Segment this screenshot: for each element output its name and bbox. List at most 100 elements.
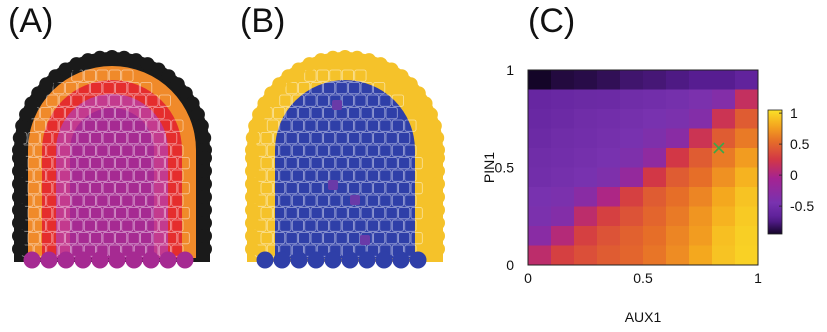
tissue-cell bbox=[329, 219, 342, 232]
highlight-cell bbox=[332, 100, 342, 110]
highlight-cell bbox=[328, 180, 338, 190]
heatmap-cell bbox=[528, 128, 552, 149]
heatmap-cell bbox=[643, 167, 667, 188]
bottom-cell bbox=[159, 251, 177, 269]
rim-cell bbox=[117, 50, 132, 65]
tissue-cell bbox=[71, 219, 84, 232]
tissue-cell bbox=[71, 94, 84, 107]
tissue-cell bbox=[96, 194, 109, 207]
tissue-cell bbox=[323, 207, 336, 220]
tissue-cell bbox=[102, 232, 115, 245]
heatmap-cell bbox=[666, 167, 690, 188]
heatmap-cell bbox=[666, 89, 690, 110]
tissue-cell bbox=[46, 119, 59, 132]
tissue-cell bbox=[398, 207, 411, 220]
rim-cell bbox=[198, 190, 212, 204]
heatmap-cell bbox=[597, 70, 621, 90]
rim-cell bbox=[325, 50, 340, 65]
tissue-cell bbox=[58, 219, 71, 232]
tissue-cell bbox=[165, 182, 178, 195]
heatmap-cell bbox=[666, 226, 690, 246]
bottom-cell bbox=[307, 251, 325, 269]
tissue-cell bbox=[348, 232, 361, 245]
tissue-cell bbox=[391, 219, 404, 232]
tissue-cell bbox=[348, 107, 361, 120]
tissue-cell bbox=[398, 157, 411, 170]
tissue-cell bbox=[291, 144, 304, 157]
bottom-cell bbox=[74, 251, 92, 269]
rim-cell bbox=[58, 62, 73, 77]
tissue-cell bbox=[266, 169, 279, 182]
tissue-cell bbox=[146, 144, 159, 157]
tissue-cell bbox=[291, 119, 304, 132]
tissue-cell bbox=[115, 232, 128, 245]
rim-cell bbox=[427, 118, 442, 133]
heatmap-cell bbox=[712, 226, 736, 246]
heatmap-cell bbox=[643, 187, 667, 207]
tissue-cell bbox=[304, 144, 317, 157]
rim-cell bbox=[245, 190, 259, 204]
tissue-cell bbox=[391, 169, 404, 182]
rim-cell bbox=[281, 69, 296, 84]
heatmap-cell bbox=[620, 148, 644, 168]
tissue-cell bbox=[102, 207, 115, 220]
rim-cell bbox=[170, 77, 185, 92]
rim-cell bbox=[15, 118, 30, 133]
tissue-cell bbox=[158, 119, 171, 132]
tissue-cell bbox=[46, 169, 59, 182]
tissue-cell bbox=[96, 219, 109, 232]
tissue-cell bbox=[298, 207, 311, 220]
heatmap-cell bbox=[551, 187, 575, 207]
x-tick-label: 0.5 bbox=[633, 270, 653, 286]
highlight-cell bbox=[350, 195, 360, 205]
tissue-cell bbox=[298, 132, 311, 145]
tissue-cell bbox=[52, 157, 65, 170]
bottom-cell bbox=[324, 251, 342, 269]
heatmap-cell bbox=[735, 89, 759, 110]
tissue-cell bbox=[335, 82, 348, 95]
tissue-cell bbox=[108, 194, 121, 207]
rim-cell bbox=[423, 107, 438, 122]
tissue-cell bbox=[165, 232, 178, 245]
panel-a-label: (A) bbox=[8, 2, 54, 40]
tissue-cell bbox=[115, 132, 128, 145]
tissue-cell bbox=[410, 207, 423, 220]
y-axis-label: PIN1 bbox=[481, 152, 497, 183]
rim-cell bbox=[12, 190, 26, 204]
heatmap-cell bbox=[689, 128, 713, 149]
tissue-cell bbox=[102, 82, 115, 95]
heatmap-cell bbox=[620, 128, 644, 149]
rim-cell bbox=[248, 118, 263, 133]
tissue-cell bbox=[298, 107, 311, 120]
tissue-cell bbox=[146, 194, 159, 207]
rim-cell bbox=[198, 164, 212, 178]
tissue-cell bbox=[33, 144, 46, 157]
tissue-cell bbox=[27, 157, 40, 170]
tissue-cell bbox=[391, 94, 404, 107]
tissue-cell bbox=[140, 82, 153, 95]
tissue-cell bbox=[385, 232, 398, 245]
heatmap-cell bbox=[551, 109, 575, 129]
tissue-cell bbox=[152, 107, 165, 120]
tissue-cell bbox=[316, 144, 329, 157]
bottom-cell bbox=[23, 251, 41, 269]
tissue-cell bbox=[77, 157, 90, 170]
tissue-cell bbox=[366, 169, 379, 182]
panel-c-label: (C) bbox=[528, 2, 576, 40]
tissue-cell bbox=[316, 69, 329, 82]
tissue-cell bbox=[385, 207, 398, 220]
tissue-cell bbox=[379, 94, 392, 107]
colorbar-tick-label: 0 bbox=[790, 167, 798, 183]
rim-cell bbox=[12, 242, 26, 256]
tissue-cell bbox=[310, 82, 323, 95]
heatmap-cell bbox=[528, 187, 552, 207]
heatmap-cell bbox=[712, 148, 736, 168]
rim-cell bbox=[245, 164, 259, 178]
tissue-cell bbox=[165, 132, 178, 145]
x-axis-label: AUX1 bbox=[625, 309, 662, 325]
heatmap-cell bbox=[689, 89, 713, 110]
tissue-cell bbox=[273, 132, 286, 145]
rim-cell bbox=[373, 57, 388, 72]
heatmap-cell bbox=[712, 70, 736, 90]
tissue-cell bbox=[121, 194, 134, 207]
